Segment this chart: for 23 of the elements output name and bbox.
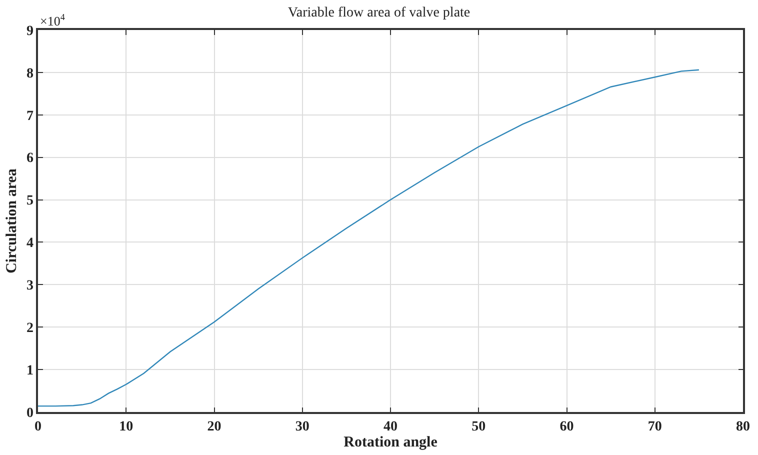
y-tick-label: 4	[26, 236, 34, 252]
x-tick-label: 20	[207, 420, 222, 435]
y-tick-label: 2	[26, 321, 34, 336]
line-series	[38, 69, 700, 407]
x-tick-label: 80	[736, 420, 750, 435]
x-tick-label: 70	[648, 420, 662, 435]
x-tick-label: 50	[472, 420, 486, 435]
y-tick-label: 7	[26, 108, 34, 124]
y-tick-label: 6	[26, 151, 34, 166]
y-tick-label: 1	[26, 363, 34, 378]
x-axis-title: Rotation angle	[344, 434, 438, 451]
x-tick-label: 30	[295, 420, 310, 435]
y-axis-title: Circulation area	[4, 168, 20, 274]
x-tick-label: 60	[560, 420, 574, 435]
chart-title: Variable flow area of valve plate	[288, 6, 470, 21]
text: ×10$^{4}$	[40, 12, 66, 28]
y-tick-label: 3	[26, 278, 34, 294]
x-tick-label: 10	[119, 420, 134, 435]
y-tick-label: 9	[26, 24, 34, 39]
y-tick-label: 8	[26, 66, 34, 82]
x-tick-label: 40	[384, 420, 398, 435]
y-tick-label: 0	[26, 406, 34, 421]
y-tick-label: 5	[26, 194, 34, 209]
